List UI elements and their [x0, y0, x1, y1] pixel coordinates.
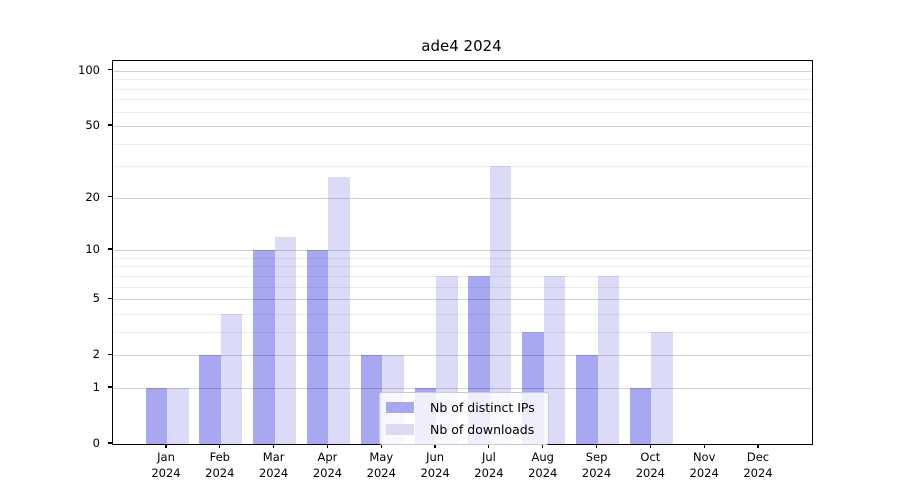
x-axis-tick: [219, 444, 221, 448]
x-tick-label-feb: Feb 2024: [205, 450, 235, 480]
major-gridline: [113, 355, 812, 357]
y-tick-label: 0: [92, 436, 100, 450]
legend-swatch-downloads: [386, 424, 414, 435]
x-tick-label-may: May 2024: [366, 450, 396, 480]
major-gridline: [113, 299, 812, 301]
y-tick-label: 10: [85, 242, 100, 257]
y-axis-tick: [108, 196, 112, 198]
y-axis-tick: [108, 353, 112, 355]
bar-distinct-ips-may: [360, 355, 383, 444]
y-axis-tick: [108, 442, 112, 444]
minor-gridline: [113, 88, 812, 90]
x-axis-tick: [703, 444, 705, 448]
x-tick-label-oct: Oct 2024: [635, 450, 665, 480]
minor-gridline: [113, 331, 812, 333]
x-tick-label-mar: Mar 2024: [258, 450, 289, 480]
minor-gridline: [113, 266, 812, 268]
y-axis-tick: [108, 297, 112, 299]
major-gridline: [113, 387, 812, 389]
bar-distinct-ips-feb: [199, 355, 221, 444]
legend: Nb of distinct IPs Nb of downloads: [379, 392, 549, 445]
y-tick-label: 20: [85, 189, 100, 204]
minor-gridline: [113, 313, 812, 315]
y-tick-label: 100: [78, 62, 100, 77]
x-axis-tick: [595, 444, 598, 448]
chart-title: ade4 2024: [421, 37, 502, 55]
y-tick-label: 1: [92, 379, 100, 394]
x-tick-label-nov: Nov 2024: [689, 450, 719, 480]
bar-downloads-oct: [651, 331, 673, 444]
minor-gridline: [113, 99, 812, 101]
y-axis-tick: [108, 248, 112, 250]
bar-downloads-jan: [167, 387, 189, 444]
y-tick-label: 2: [92, 347, 100, 362]
y-tick-label: 5: [92, 291, 100, 306]
x-axis-tick: [434, 444, 436, 448]
x-tick-label-aug: Aug 2024: [528, 450, 558, 480]
y-tick-label: 50: [85, 118, 100, 133]
bar-distinct-ips-oct: [629, 387, 652, 444]
bar-downloads-aug: [543, 275, 566, 444]
minor-gridline: [113, 143, 812, 145]
bar-downloads-apr: [328, 177, 350, 444]
minor-gridline: [113, 275, 812, 277]
bar-distinct-ips-sep: [576, 355, 598, 444]
minor-gridline: [113, 166, 812, 168]
bar-distinct-ips-jan: [145, 387, 167, 444]
legend-label-distinct-ips: Nb of distinct IPs: [430, 400, 535, 415]
major-gridline: [113, 197, 812, 199]
y-axis-tick: [108, 124, 112, 126]
x-axis-tick: [649, 444, 651, 448]
bar-downloads-mar: [274, 236, 297, 444]
major-gridline: [113, 126, 812, 128]
bar-downloads-sep: [597, 275, 620, 444]
bar-distinct-ips-mar: [253, 250, 275, 444]
x-axis-tick: [326, 444, 329, 448]
x-axis-tick: [380, 444, 382, 448]
bar-downloads-feb: [220, 313, 243, 444]
x-tick-label-dec: Dec 2024: [743, 450, 773, 480]
legend-label-downloads: Nb of downloads: [430, 422, 535, 437]
x-axis-tick: [273, 444, 275, 448]
y-axis-tick: [108, 69, 112, 71]
x-axis-tick: [542, 444, 544, 448]
x-tick-label-jan: Jan 2024: [151, 450, 181, 480]
x-tick-label-jul: Jul 2024: [474, 450, 504, 480]
x-axis-tick: [165, 444, 167, 448]
legend-swatch-distinct-ips: [386, 402, 414, 413]
x-tick-label-sep: Sep 2024: [581, 450, 612, 480]
minor-gridline: [113, 286, 812, 288]
bar-distinct-ips-apr: [306, 250, 329, 444]
minor-gridline: [113, 257, 812, 259]
x-tick-label-apr: Apr 2024: [312, 450, 343, 480]
y-axis-tick: [108, 386, 112, 388]
major-gridline: [113, 70, 812, 72]
minor-gridline: [113, 79, 812, 81]
major-gridline: [113, 250, 812, 252]
legend-item-distinct-ips: Nb of distinct IPs: [386, 400, 535, 415]
x-tick-label-jun: Jun 2024: [420, 450, 450, 480]
legend-item-downloads: Nb of downloads: [386, 422, 535, 437]
minor-gridline: [113, 111, 812, 113]
bar-downloads-jul: [489, 166, 512, 444]
x-axis-tick: [488, 444, 490, 448]
x-axis-tick: [757, 444, 759, 448]
plot-area: Nb of distinct IPs Nb of downloads: [112, 60, 813, 445]
